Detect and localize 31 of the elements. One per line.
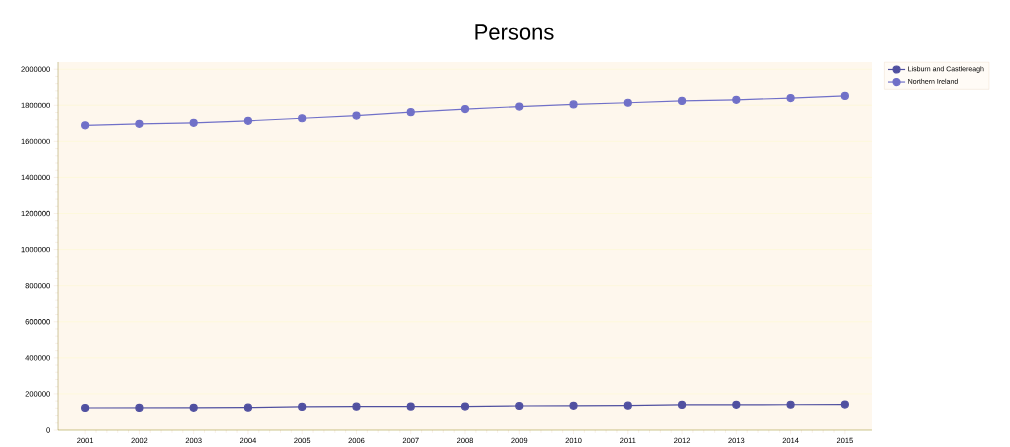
point — [406, 402, 415, 411]
point — [569, 100, 578, 109]
point — [677, 400, 687, 410]
point — [515, 102, 524, 111]
point — [189, 118, 198, 127]
point — [623, 98, 632, 107]
point — [81, 403, 90, 413]
point — [460, 104, 470, 114]
point — [732, 400, 741, 409]
point — [352, 111, 361, 120]
point — [840, 91, 849, 101]
point — [515, 401, 524, 411]
point — [732, 95, 741, 104]
point — [189, 403, 198, 412]
point — [135, 119, 144, 128]
point — [243, 116, 253, 125]
point — [298, 114, 307, 123]
point — [569, 401, 578, 410]
point — [460, 402, 470, 411]
point — [81, 121, 90, 130]
point — [677, 96, 687, 106]
point — [840, 400, 849, 409]
point — [786, 400, 795, 409]
point — [298, 402, 307, 411]
chart-title: Persons — [475, 24, 554, 40]
point — [243, 403, 253, 412]
point — [786, 93, 795, 103]
point — [352, 402, 361, 411]
point — [135, 403, 144, 412]
point — [623, 401, 632, 410]
point — [406, 108, 415, 117]
